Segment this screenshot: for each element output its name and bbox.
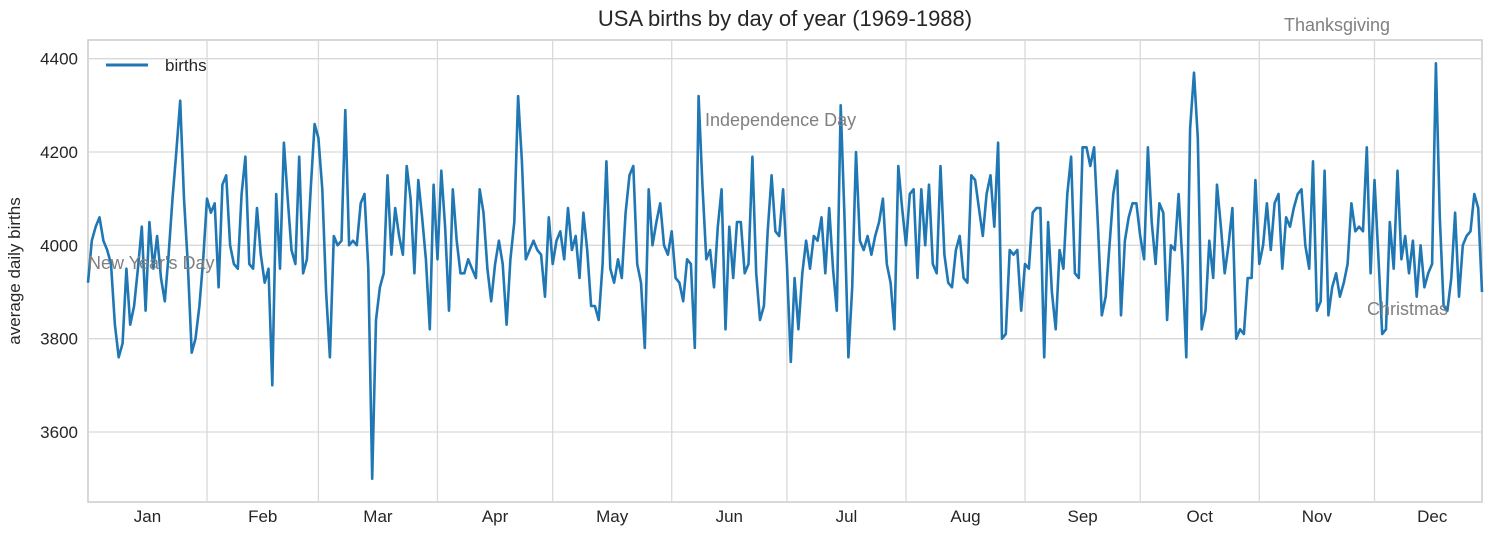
annotation-label: Thanksgiving [1284, 15, 1390, 35]
x-tick-label: Sep [1067, 507, 1097, 526]
x-tick-label: Jul [836, 507, 858, 526]
x-tick-label: Oct [1187, 507, 1214, 526]
legend: births [106, 56, 207, 75]
x-tick-label: Jan [134, 507, 161, 526]
tick-labels: 3600 3800 4000 4200 4400 Jan Feb Mar Apr May Jun Ju… [40, 50, 1448, 526]
x-tick-label: Mar [363, 507, 393, 526]
annotation-label: Christmas [1367, 299, 1448, 319]
y-tick-label: 3600 [40, 423, 78, 442]
grid [88, 40, 1482, 502]
y-tick-label: 4200 [40, 143, 78, 162]
y-tick-label: 4400 [40, 50, 78, 69]
chart-title: USA births by day of year (1969-1988) [598, 6, 972, 31]
x-tick-label: Apr [482, 507, 509, 526]
y-axis-label: average daily births [5, 197, 24, 344]
x-tick-label: Dec [1417, 507, 1448, 526]
y-tick-label: 4000 [40, 236, 78, 255]
annotations: New Year's Day Independence Day Thanksgivi… [88, 15, 1448, 319]
plot-area [87, 39, 1483, 503]
x-tick-label: May [596, 507, 629, 526]
annotation-label: Independence Day [705, 110, 856, 130]
y-tick-label: 3800 [40, 330, 78, 349]
x-tick-label: Aug [950, 507, 980, 526]
legend-label: births [165, 56, 207, 75]
x-tick-label: Nov [1302, 507, 1333, 526]
x-tick-label: Feb [248, 507, 277, 526]
births-series-line [86, 61, 1484, 481]
annotation-label: New Year's Day [88, 253, 215, 273]
series-layer [86, 61, 1484, 481]
x-tick-label: Jun [716, 507, 743, 526]
